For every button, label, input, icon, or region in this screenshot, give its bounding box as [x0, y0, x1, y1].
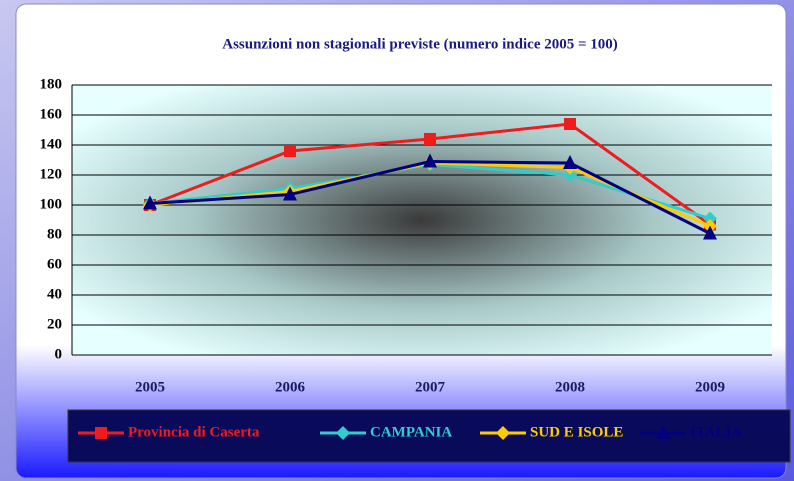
marker: [564, 118, 576, 130]
legend-label: CAMPANIA: [370, 424, 452, 440]
legend-box: [67, 409, 791, 463]
marker: [283, 186, 297, 201]
y-tick-label: 140: [40, 136, 63, 152]
legend-label: ITALIA: [690, 424, 742, 440]
x-tick-label: 2008: [555, 379, 585, 395]
y-tick-label: 20: [47, 316, 62, 332]
marker: [95, 427, 107, 439]
chart-title: Assunzioni non stagionali previste (nume…: [222, 36, 618, 52]
x-tick-label: 2006: [275, 379, 306, 395]
legend-label: SUD E ISOLE: [530, 424, 623, 440]
marker: [563, 155, 577, 169]
marker: [563, 168, 577, 182]
y-tick-label: 120: [40, 166, 63, 182]
y-tick-label: 0: [55, 346, 63, 362]
marker: [424, 133, 436, 145]
y-tick-label: 60: [47, 256, 62, 272]
y-tick-label: 160: [40, 106, 63, 122]
marker: [284, 145, 296, 157]
marker: [336, 426, 350, 440]
marker: [423, 153, 437, 168]
marker: [703, 211, 717, 226]
marker: [143, 195, 157, 210]
y-tick-label: 40: [47, 286, 62, 302]
marker: [496, 426, 510, 440]
marker: [656, 425, 670, 439]
plot-area: [72, 85, 772, 355]
x-tick-label: 2005: [135, 379, 165, 395]
x-tick-label: 2009: [695, 379, 725, 395]
legend-label: Provincia di Caserta: [128, 424, 260, 440]
x-tick-label: 2007: [415, 379, 446, 395]
y-tick-label: 180: [40, 76, 63, 92]
y-tick-label: 80: [47, 226, 62, 242]
marker: [703, 225, 717, 240]
y-tick-label: 100: [40, 196, 63, 212]
